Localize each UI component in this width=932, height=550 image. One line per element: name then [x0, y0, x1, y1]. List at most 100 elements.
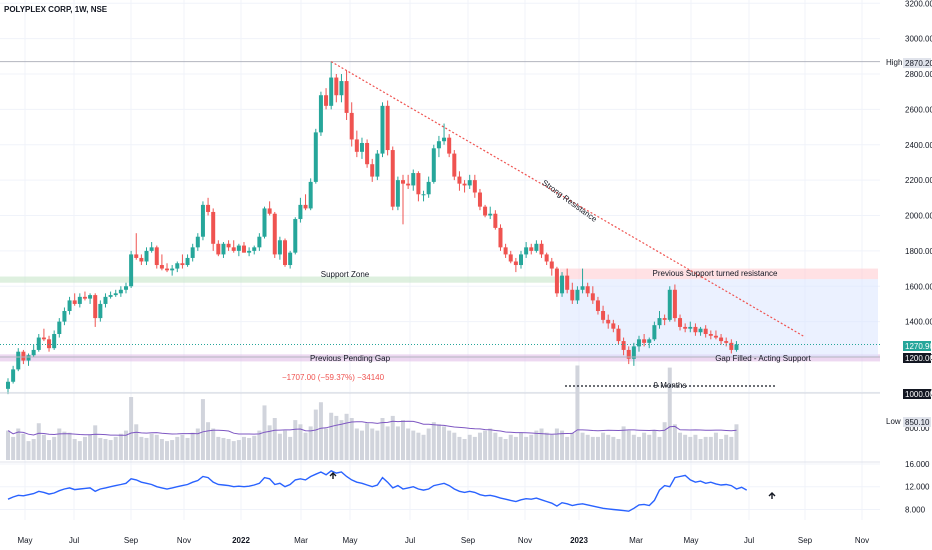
volume-bar — [652, 430, 657, 460]
volume-bar — [57, 428, 62, 460]
candle-body — [324, 95, 329, 106]
chart-title: POLYPLEX CORP, 1W, NSE — [4, 5, 108, 14]
volume-bar — [165, 441, 170, 460]
candle — [401, 174, 406, 225]
candle — [77, 293, 82, 308]
candle — [129, 250, 134, 289]
candle-body — [231, 247, 236, 251]
candle-body — [493, 213, 498, 228]
candle — [395, 176, 400, 211]
volume-bar — [77, 441, 82, 460]
volume-bar — [698, 439, 703, 460]
price-tick: 2800.00 — [905, 70, 932, 79]
volume-bar — [390, 415, 395, 460]
low-tag-label: Low — [886, 417, 901, 426]
candle-body — [595, 300, 600, 312]
candle — [380, 102, 385, 158]
candle-body — [247, 250, 252, 253]
candle-body — [647, 339, 652, 343]
candle-body — [108, 295, 113, 297]
candle — [354, 130, 359, 158]
candle — [349, 102, 354, 147]
candle — [513, 257, 518, 273]
candle-body — [621, 341, 626, 350]
volume-bar — [442, 426, 447, 460]
candle — [493, 210, 498, 230]
candle-body — [472, 180, 477, 193]
volume-bar — [703, 436, 708, 460]
candle — [170, 265, 175, 276]
candle-body — [344, 81, 349, 113]
candle-body — [154, 247, 159, 266]
volume-bar — [344, 413, 349, 460]
volume-bar — [642, 432, 647, 460]
volume-bar — [144, 437, 149, 460]
candle-body — [298, 204, 303, 220]
candle-body — [708, 334, 713, 336]
candle — [195, 233, 200, 251]
candle — [667, 286, 672, 322]
volume-bar — [41, 434, 46, 460]
volume-bar — [713, 432, 718, 460]
candle-body — [534, 243, 539, 251]
volume-bar — [200, 399, 205, 460]
volume-bar — [529, 434, 534, 460]
candle-body — [72, 300, 77, 304]
candle-body — [67, 300, 72, 312]
candle — [159, 254, 164, 271]
candlestick-series[interactable] — [6, 61, 739, 395]
candle-body — [149, 247, 154, 251]
candle — [442, 123, 447, 145]
volume-bar — [411, 430, 416, 460]
volume-bars — [6, 365, 739, 460]
volume-bar — [447, 430, 452, 460]
candle — [529, 243, 534, 255]
candle-body — [539, 243, 544, 255]
candle-body — [611, 323, 616, 329]
candle — [678, 314, 683, 331]
candle — [642, 334, 647, 347]
candle — [303, 194, 308, 211]
candle-body — [734, 344, 739, 350]
time-tick: 2022 — [232, 536, 250, 545]
candle — [734, 341, 739, 352]
candle-body — [6, 381, 10, 389]
candle-body — [113, 293, 118, 296]
candle — [554, 266, 559, 297]
level-1200-tag: 1200.00 — [905, 354, 932, 363]
candle-body — [606, 319, 611, 324]
volume-bar — [539, 428, 544, 460]
candle — [211, 208, 216, 251]
candle — [62, 307, 67, 326]
candle — [452, 150, 457, 181]
time-tick: Nov — [177, 536, 191, 545]
candle — [226, 240, 231, 251]
candle-body — [180, 263, 185, 266]
candle — [262, 206, 267, 239]
volume-bar — [113, 436, 118, 460]
volume-bar — [334, 415, 339, 460]
candle-body — [488, 213, 493, 216]
candle — [683, 323, 688, 333]
candle-body — [380, 105, 385, 154]
price-tick: 2600.00 — [905, 105, 932, 114]
candle — [601, 305, 606, 324]
candle — [334, 74, 339, 103]
candle-body — [626, 349, 631, 359]
candle — [6, 378, 10, 395]
candle — [570, 282, 575, 304]
volume-bar — [580, 432, 585, 460]
candle — [231, 240, 236, 253]
volume-bar — [303, 432, 308, 460]
candle — [324, 88, 329, 110]
candle-body — [288, 252, 293, 266]
candle-body — [252, 247, 257, 251]
candle — [313, 128, 318, 184]
candle-body — [508, 254, 513, 262]
volume-bar — [16, 428, 21, 460]
volume-bar — [221, 437, 226, 460]
price-tick: 1600.00 — [905, 282, 932, 291]
candle — [36, 334, 41, 352]
candle-body — [283, 240, 288, 266]
